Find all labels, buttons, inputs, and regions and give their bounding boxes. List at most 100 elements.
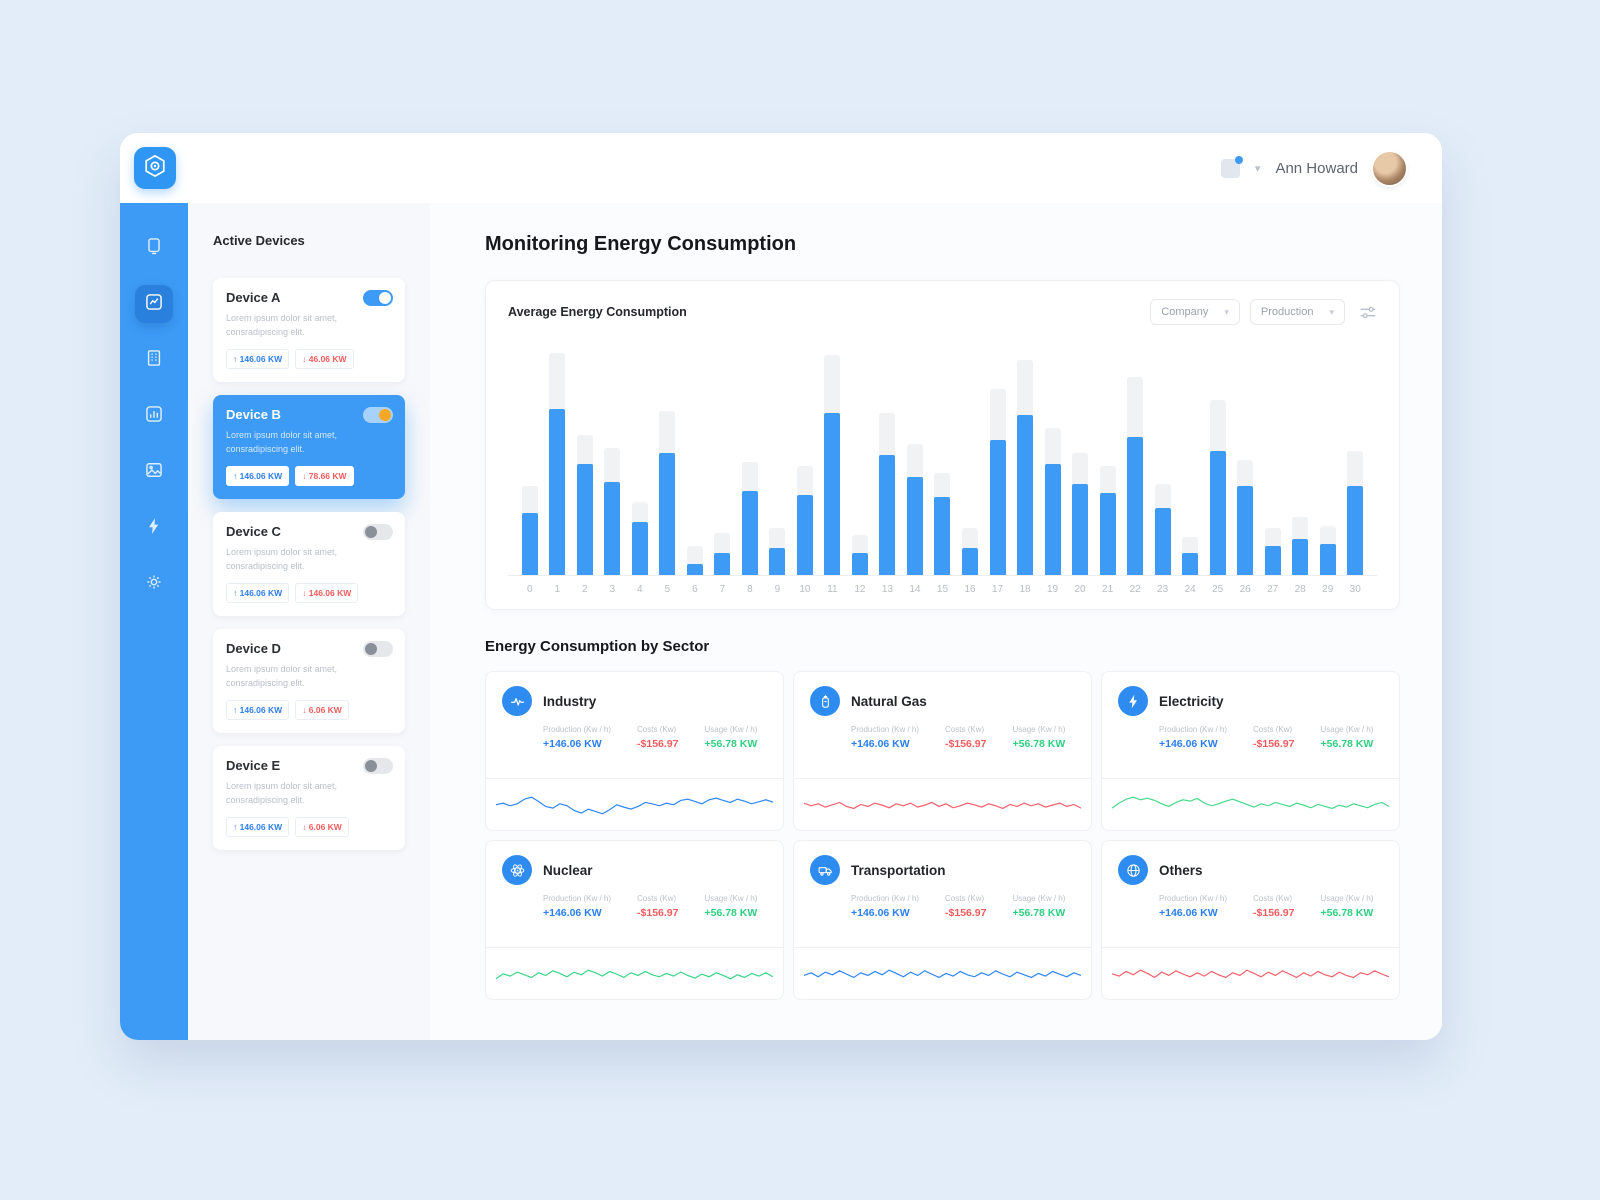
chart-controls: Company ▾ Production ▾ — [1150, 299, 1377, 325]
sector-card: Nuclear Production (Kw / h) +146.06 KW Cost… — [485, 840, 784, 1000]
pulse-icon — [502, 686, 532, 716]
sidebar-item-analytics[interactable] — [135, 285, 173, 323]
bar-consumption — [549, 408, 566, 575]
bar-group: 6 — [681, 353, 709, 595]
sector-card: Industry Production (Kw / h) +146.06 KW Cos… — [485, 671, 784, 831]
stat-value-production: +146.06 KW — [543, 738, 602, 750]
sidebar-item-devices[interactable] — [135, 229, 173, 267]
sector-card: Transportation Production (Kw / h) +146.06… — [793, 840, 1092, 1000]
bar-group: 15 — [929, 353, 957, 595]
building-icon — [144, 348, 164, 373]
stat-value-costs: -$156.97 — [1253, 738, 1295, 750]
stat-label: Costs (Kw) — [1253, 894, 1293, 903]
bar-consumption — [989, 439, 1006, 575]
bar-consumption — [604, 481, 621, 575]
sector-sparkline — [794, 947, 1091, 999]
device-toggle[interactable] — [363, 758, 393, 774]
sidebar-item-energy[interactable] — [135, 509, 173, 547]
bar-chart: 0 1 2 3 4 5 6 7 8 9 10 11 12 13 14 15 16 17 18 19 20 21 22 23 24… — [516, 353, 1369, 595]
production-dropdown[interactable]: Production ▾ — [1249, 299, 1345, 325]
device-badges: ↑ 146.06 KW ↓ 6.06 KW — [226, 700, 392, 720]
device-up-badge: ↑ 146.06 KW — [226, 583, 290, 603]
bar-group: 1 — [544, 353, 572, 595]
device-toggle[interactable] — [363, 641, 393, 657]
sector-stats: Production (Kw / h) +146.06 KW Costs (Kw) -… — [543, 894, 767, 919]
bar-consumption — [879, 455, 896, 575]
chevron-down-icon[interactable]: ▾ — [1254, 162, 1261, 175]
sidebar-item-reports[interactable] — [135, 453, 173, 491]
stat-costs: Costs (Kw) -$156.97 — [945, 725, 986, 750]
stat-usage: Usage (Kw / h) +56.78 KW — [1320, 894, 1373, 919]
x-tick-label: 2 — [582, 584, 588, 595]
device-card[interactable]: Device C Lorem ipsum dolor sit amet, cons… — [213, 512, 405, 616]
device-card[interactable]: Device E Lorem ipsum dolor sit amet, cons… — [213, 746, 405, 850]
stat-usage: Usage (Kw / h) +56.78 KW — [1012, 894, 1065, 919]
device-description: Lorem ipsum dolor sit amet, consradipisc… — [226, 313, 338, 337]
bolt-icon — [1118, 686, 1148, 716]
bar-group: 19 — [1039, 353, 1067, 595]
stat-costs: Costs (Kw) -$156.97 — [945, 894, 986, 919]
sidebar-item-stats[interactable] — [135, 397, 173, 435]
stat-production: Production (Kw / h) +146.06 KW — [1159, 725, 1227, 750]
x-tick-label: 8 — [747, 584, 753, 595]
bar-consumption — [1072, 483, 1089, 575]
device-up-badge: ↑ 146.06 KW — [226, 700, 290, 720]
bar-group: 7 — [709, 353, 737, 595]
bar-group: 3 — [599, 353, 627, 595]
bar-group: 29 — [1314, 353, 1342, 595]
device-description: Lorem ipsum dolor sit amet, consradipisc… — [226, 547, 338, 571]
device-card[interactable]: Device D Lorem ipsum dolor sit amet, cons… — [213, 629, 405, 733]
gas-icon — [810, 686, 840, 716]
sector-stats: Production (Kw / h) +146.06 KW Costs (Kw) -… — [1159, 894, 1383, 919]
device-card[interactable]: Device A Lorem ipsum dolor sit amet, cons… — [213, 278, 405, 382]
stat-value-production: +146.06 KW — [543, 907, 602, 919]
atom-icon — [502, 855, 532, 885]
stat-label: Usage (Kw / h) — [1012, 894, 1066, 903]
stat-costs: Costs (Kw) -$156.97 — [637, 894, 678, 919]
stat-label: Usage (Kw / h) — [1320, 725, 1374, 734]
sector-header: Industry — [486, 672, 783, 716]
company-dropdown[interactable]: Company ▾ — [1150, 299, 1240, 325]
notification-dot — [1234, 155, 1243, 164]
sidebar-item-buildings[interactable] — [135, 341, 173, 379]
device-toggle[interactable] — [363, 524, 393, 540]
sidebar-item-settings[interactable] — [135, 565, 173, 603]
user-name[interactable]: Ann Howard — [1275, 159, 1358, 177]
app-logo[interactable] — [134, 147, 176, 189]
stat-value-usage: +56.78 KW — [1320, 907, 1374, 919]
bar-group: 17 — [984, 353, 1012, 595]
stat-costs: Costs (Kw) -$156.97 — [1253, 725, 1294, 750]
x-tick-label: 20 — [1074, 584, 1086, 595]
lightning-icon — [144, 516, 164, 541]
device-up-badge: ↑ 146.06 KW — [226, 466, 290, 486]
filter-sliders-icon[interactable] — [1359, 305, 1377, 320]
x-tick-label: 22 — [1129, 584, 1141, 595]
device-toggle[interactable] — [363, 290, 393, 306]
chevron-down-icon: ▾ — [1329, 306, 1334, 317]
stat-label: Costs (Kw) — [637, 725, 677, 734]
chart-header: Average Energy Consumption Company ▾ Pro… — [486, 281, 1399, 325]
x-tick-label: 25 — [1212, 584, 1224, 595]
device-up-badge: ↑ 146.06 KW — [226, 817, 290, 837]
stat-production: Production (Kw / h) +146.06 KW — [1159, 894, 1227, 919]
avatar[interactable] — [1373, 151, 1406, 185]
stat-value-costs: -$156.97 — [637, 907, 679, 919]
notification-icon[interactable] — [1220, 155, 1243, 178]
stat-value-production: +146.06 KW — [851, 907, 910, 919]
stat-label: Costs (Kw) — [1253, 725, 1293, 734]
stat-costs: Costs (Kw) -$156.97 — [637, 725, 678, 750]
x-tick-label: 21 — [1102, 584, 1114, 595]
device-up-badge: ↑ 146.06 KW — [226, 349, 290, 369]
device-card[interactable]: Device B Lorem ipsum dolor sit amet, cons… — [213, 395, 405, 499]
stat-value-production: +146.06 KW — [1159, 738, 1218, 750]
stat-value-usage: +56.78 KW — [1012, 738, 1066, 750]
user-area: ▾ Ann Howard — [1220, 133, 1406, 203]
sector-card: Others Production (Kw / h) +146.06 KW Costs… — [1101, 840, 1400, 1000]
page-title: Monitoring Energy Consumption — [485, 233, 797, 255]
device-down-badge: ↓ 46.06 KW — [295, 349, 354, 369]
bar-consumption — [1319, 543, 1336, 575]
stat-value-usage: +56.78 KW — [704, 738, 758, 750]
trend-chart-icon — [144, 292, 164, 317]
devices-panel-title: Active Devices — [213, 233, 305, 248]
device-toggle[interactable] — [363, 407, 393, 423]
